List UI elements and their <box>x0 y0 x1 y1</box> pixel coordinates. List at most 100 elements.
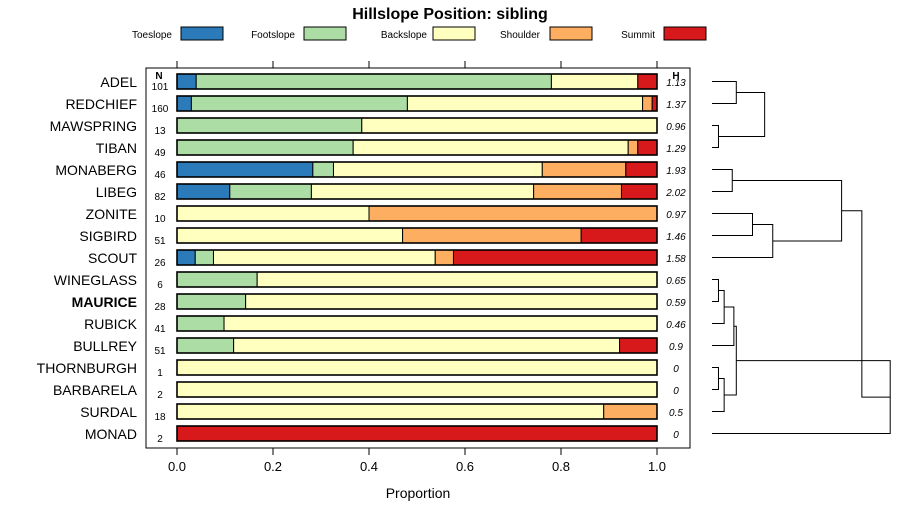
bar-segment-footslope <box>229 183 312 200</box>
bar-segment-shoulder <box>603 403 658 420</box>
bar-segment-footslope <box>194 249 214 266</box>
row-label: ADEL <box>100 74 137 90</box>
row-label: THORNBURGH <box>37 360 137 376</box>
row-sigbird: SIGBIRD 51 1.46 <box>79 227 686 247</box>
row-label: BULLREY <box>73 338 137 354</box>
h-value: 1.58 <box>666 254 686 265</box>
bar-outline <box>176 403 658 420</box>
legend-swatch <box>432 26 476 41</box>
bar-segment-footslope <box>176 117 363 134</box>
h-value: 1.37 <box>666 100 686 111</box>
n-value: 82 <box>154 192 166 203</box>
bar-outline <box>176 73 658 90</box>
h-value: 1.29 <box>666 144 686 155</box>
row-label: SURDAL <box>80 404 137 420</box>
row-label: MAURICE <box>72 294 137 310</box>
dendrogram-link <box>724 325 737 396</box>
bar-segment-toeslope <box>176 183 231 200</box>
h-column-header: H <box>672 71 679 82</box>
bar-segment-backslope <box>223 315 658 332</box>
bar-segment-backslope <box>176 359 658 376</box>
row-scout: SCOUT 26 1.58 <box>88 249 686 269</box>
x-tick-label: 1.0 <box>648 459 666 474</box>
h-value: 0.96 <box>666 122 686 133</box>
n-value: 41 <box>154 324 166 335</box>
row-monad: MONAD 2 0 <box>85 425 679 445</box>
bar-segment-shoulder <box>541 161 627 178</box>
bar-segment-summit <box>580 227 658 244</box>
bar-segment-footslope <box>190 95 408 112</box>
bar-outline <box>176 381 658 398</box>
h-value: 0 <box>673 430 679 441</box>
legend-label: Summit <box>621 30 655 41</box>
x-tick-label: 0.0 <box>168 459 186 474</box>
legend-swatch <box>180 26 224 41</box>
dendrogram-link <box>712 306 735 346</box>
bar-segment-backslope <box>176 381 658 398</box>
x-tick-label: 0.4 <box>360 459 378 474</box>
x-axis: 0.0 0.2 0.4 0.6 0.8 1.0 <box>168 448 666 474</box>
bar-segment-shoulder <box>533 183 622 200</box>
row-adel: ADEL 101 1.13 <box>100 73 686 93</box>
x-tick-label: 0.8 <box>552 459 570 474</box>
n-value: 28 <box>154 302 166 313</box>
bar-segment-shoulder <box>434 249 454 266</box>
n-value: 2 <box>157 434 163 445</box>
n-value: 1 <box>157 368 163 379</box>
row-monaberg: MONABERG 46 1.93 <box>55 161 686 181</box>
n-value: 51 <box>154 236 166 247</box>
n-value: 46 <box>154 170 166 181</box>
n-value: 49 <box>154 148 166 159</box>
n-value: 13 <box>154 126 166 137</box>
bar-outline <box>176 227 658 244</box>
bar-segment-footslope <box>176 315 225 332</box>
row-surdal: SURDAL 18 0.5 <box>80 403 683 423</box>
row-bullrey: BULLREY 51 0.9 <box>73 337 683 357</box>
bar-outline <box>176 425 658 442</box>
row-barbarela: BARBARELA 2 0 <box>53 381 679 401</box>
bar-segment-backslope <box>245 293 658 310</box>
bar-segment-footslope <box>176 271 258 288</box>
bar-outline <box>176 139 658 156</box>
n-value: 51 <box>154 346 166 357</box>
bar-segment-summit <box>637 73 658 90</box>
n-value: 2 <box>157 390 163 401</box>
row-label: REDCHIEF <box>65 96 137 112</box>
bar-segment-shoulder <box>642 95 653 112</box>
legend: Toeslope Footslope Backslope Shoulder Summit <box>132 26 707 41</box>
bar-outline <box>176 337 658 354</box>
h-value: 0 <box>673 386 679 397</box>
legend-swatch <box>549 26 593 41</box>
row-label: MAWSPRING <box>50 118 137 134</box>
bar-segment-footslope <box>176 139 354 156</box>
x-axis-label: Proportion <box>386 485 451 501</box>
bar-outline <box>176 293 658 310</box>
bar-segment-summit <box>452 249 658 266</box>
h-value: 1.46 <box>666 232 686 243</box>
h-value: 0.65 <box>666 276 686 287</box>
dendrogram-link <box>732 180 843 242</box>
dendrogram-link <box>712 224 774 258</box>
bar-segment-footslope <box>312 161 334 178</box>
h-value: 0.46 <box>666 320 686 331</box>
dendrogram-link <box>712 367 719 390</box>
h-value: 1.93 <box>666 166 686 177</box>
bar-outline <box>176 271 658 288</box>
dendrogram-link <box>841 210 891 398</box>
dendrogram-link <box>712 169 733 192</box>
row-label: WINEGLASS <box>54 272 137 288</box>
bar-segment-backslope <box>332 161 543 178</box>
bar-segment-toeslope <box>176 249 196 266</box>
bar-segment-backslope <box>176 205 370 222</box>
legend-label: Shoulder <box>500 30 541 41</box>
bar-segment-summit <box>637 139 658 156</box>
row-redchief: REDCHIEF 160 1.37 <box>65 95 686 115</box>
bar-segment-backslope <box>352 139 629 156</box>
bar-segment-backslope <box>361 117 658 134</box>
bar-outline <box>176 205 658 222</box>
row-libeg: LIBEG 82 2.02 <box>96 183 686 203</box>
h-value: 0.5 <box>669 408 683 419</box>
dendrogram-link <box>712 279 719 302</box>
bar-segment-backslope <box>310 183 535 200</box>
